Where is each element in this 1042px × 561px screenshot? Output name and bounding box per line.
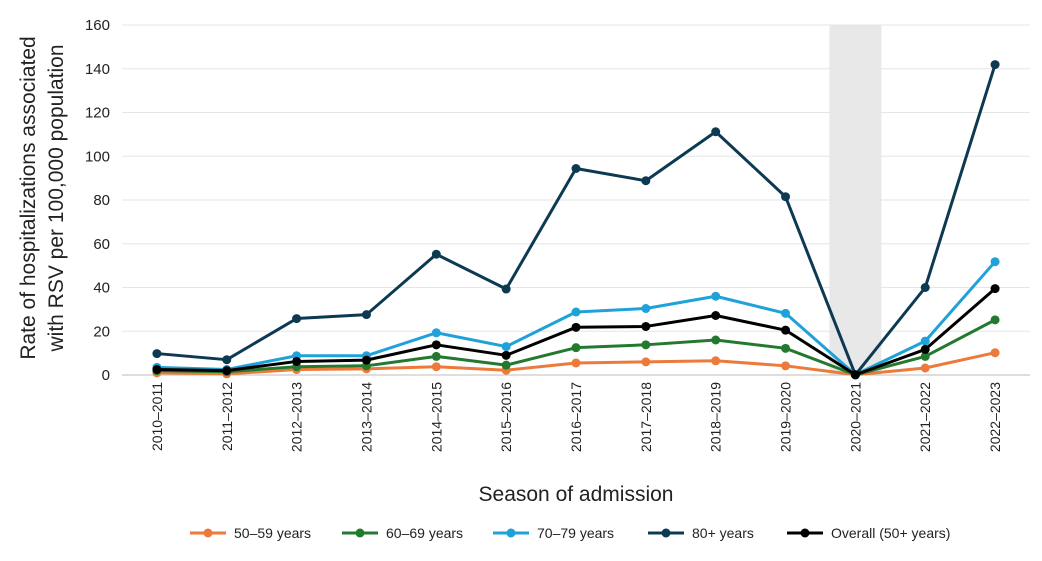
y-tick-label: 20 [93,323,110,340]
data-point [920,363,930,373]
data-point [781,192,791,202]
legend-label: 60–69 years [386,525,463,541]
x-tick-label: 2010–2011 [149,382,165,451]
x-tick-label: 2015–2016 [498,382,514,452]
data-point [920,283,930,292]
y-tick-label: 60 [93,236,110,253]
x-tick-label: 2018–2019 [708,382,724,452]
legend-swatch-marker [203,528,213,538]
data-point [641,176,651,186]
data-point [571,343,581,353]
data-point [152,365,162,375]
y-tick-label: 40 [93,280,110,297]
series-group [152,284,1000,380]
data-point [152,349,162,359]
data-point [920,351,930,361]
data-point [431,328,441,338]
legend-item: 50–59 years [190,525,311,541]
legend-label: Overall (50+ years) [831,525,950,541]
data-point [850,370,860,380]
legend-label: 80+ years [692,525,754,541]
data-point [431,362,441,372]
data-point [990,284,1000,294]
data-point [222,355,232,365]
legend-label: 70–79 years [537,525,614,541]
y-tick-label: 120 [85,105,110,122]
y-tick-label: 0 [102,367,110,384]
y-axis-title-line-2: with RSV per 100,000 population [45,44,68,352]
data-point [292,356,302,366]
x-tick-label: 2019–2020 [778,382,794,452]
legend-swatch-marker [661,528,671,538]
legend-item: 70–79 years [493,525,614,541]
y-tick-label: 100 [85,148,110,165]
legend-label: 50–59 years [234,525,311,541]
data-point [990,315,1000,325]
legend-swatch-marker [506,528,516,538]
data-point [781,343,791,353]
y-tick-label: 80 [93,192,110,209]
data-point [222,366,232,376]
data-point [501,284,511,294]
legend-item: 60–69 years [342,525,463,541]
legend-swatch-marker [800,528,810,538]
y-axis-title-line-1: Rate of hospitalizations associated [17,36,40,359]
x-tick-label: 2011–2012 [219,382,235,451]
legend-item: 80+ years [648,525,754,541]
data-point [711,127,721,137]
legend-item: Overall (50+ years) [787,525,950,541]
data-point [571,164,581,173]
x-tick-label: 2013–2014 [358,382,374,452]
data-point [501,360,511,370]
data-point [292,314,302,324]
data-point [641,304,651,313]
data-point [711,291,721,301]
x-tick-label: 2020–2021 [847,382,863,452]
data-point [920,344,930,354]
data-point [641,340,651,350]
data-point [431,351,441,361]
data-point [990,348,1000,358]
data-point [641,321,651,331]
data-point [711,356,721,366]
data-point [571,358,581,368]
data-point [990,60,1000,70]
y-tick-label: 160 [85,17,110,34]
data-point [501,350,511,360]
data-point [920,336,930,346]
data-point [361,355,371,365]
data-point [781,361,791,371]
y-tick-label: 140 [85,61,110,78]
data-point [571,322,581,332]
legend-swatch-marker [355,528,365,538]
data-point [501,342,511,352]
data-point [781,325,791,335]
x-tick-label: 2022–2023 [987,382,1003,452]
x-tick-label: 2017–2018 [638,382,654,452]
x-tick-label: 2012–2013 [289,382,305,452]
x-tick-label: 2016–2017 [568,382,584,452]
data-point [641,357,651,367]
data-point [711,335,721,345]
x-tick-label: 2021–2022 [917,382,933,452]
x-tick-label: 2014–2015 [428,382,444,452]
data-point [431,340,441,350]
data-point [361,310,371,320]
data-point [781,308,791,318]
x-axis-title: Season of admission [479,483,674,506]
data-point [431,249,441,259]
data-point [571,307,581,317]
data-point [711,311,721,320]
data-point [990,257,1000,267]
